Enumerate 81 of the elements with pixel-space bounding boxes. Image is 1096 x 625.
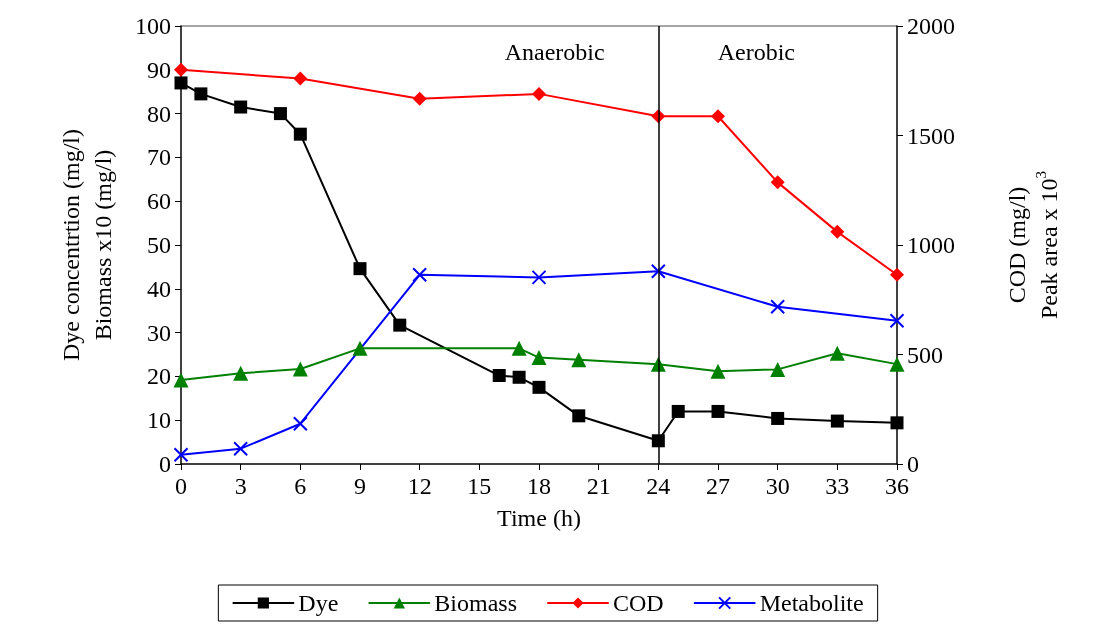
point (830, 414, 844, 428)
x-tick-label: 3 (234, 473, 247, 499)
point (233, 365, 249, 381)
point (352, 340, 368, 356)
point (174, 76, 188, 90)
x-tick-label: 18 (527, 473, 551, 499)
point (531, 269, 547, 285)
y2-tick-label: 0 (907, 451, 919, 477)
y-tick-label: 30 (147, 319, 171, 346)
y2-tick-label: 500 (907, 341, 943, 368)
point (293, 127, 307, 141)
point (829, 345, 845, 361)
point (293, 71, 308, 86)
point (711, 109, 725, 124)
point (412, 267, 428, 283)
annotation: Anaerobic (504, 39, 605, 65)
legend-label: Biomass (434, 590, 518, 616)
y-tick-label: 0 (159, 451, 171, 477)
point (830, 224, 845, 239)
point (353, 262, 367, 276)
x-tick-label: 24 (646, 473, 671, 499)
point (412, 91, 427, 106)
x-tick-label: 36 (885, 473, 909, 499)
point (889, 356, 905, 372)
point (292, 416, 308, 432)
point (770, 175, 785, 190)
point (194, 87, 208, 101)
y-tick-label: 40 (147, 275, 171, 302)
point (532, 380, 546, 394)
y2-axis-title: COD (mg/l) Peak area x 103 (1004, 170, 1062, 320)
point (532, 86, 546, 101)
x-tick-label: 33 (825, 473, 850, 499)
y-tick-label: 50 (147, 232, 171, 258)
y2-tick-label: 1500 (907, 122, 955, 149)
point (711, 404, 725, 418)
point (512, 370, 526, 384)
point (531, 350, 547, 366)
x-tick-label: 30 (765, 473, 790, 499)
point (572, 409, 586, 423)
point (173, 447, 189, 463)
y-tick-label: 90 (147, 56, 171, 83)
point (571, 352, 587, 368)
x-tick-label: 12 (407, 473, 432, 499)
y-tick-label: 80 (147, 100, 171, 127)
point (393, 318, 407, 332)
y-tick-label: 10 (147, 407, 171, 434)
x-tick-label: 9 (354, 473, 366, 499)
point (889, 313, 905, 329)
y-tick-label: 100 (135, 13, 171, 39)
y-axis-title: Dye concentrtion (mg/l) Biomass x10 (mg/l) (58, 129, 116, 361)
annotation: Aerobic (717, 39, 795, 65)
point (511, 340, 527, 356)
point (173, 372, 189, 388)
x-axis-title: Time (h) (497, 505, 581, 531)
y-tick-label: 70 (147, 144, 171, 171)
point (292, 361, 308, 377)
x-tick-label: 6 (294, 473, 307, 499)
legend-label: Dye (298, 590, 339, 616)
y-tick-label: 20 (147, 363, 171, 390)
point (890, 416, 904, 430)
x-tick-label: 21 (586, 473, 611, 499)
point (174, 62, 188, 77)
point (770, 299, 786, 315)
point (890, 267, 904, 282)
x-tick-label: 27 (706, 473, 730, 499)
point (233, 441, 249, 457)
x-tick-label: 0 (175, 473, 187, 499)
point (650, 263, 666, 279)
point (492, 369, 506, 383)
legend-label: COD (613, 590, 664, 616)
point (771, 411, 785, 425)
point (234, 100, 248, 114)
y2-tick-label: 2000 (907, 13, 955, 39)
y2-tick-label: 1000 (907, 232, 955, 258)
legend-label: Metabolite (759, 590, 864, 616)
point (770, 361, 786, 377)
point (710, 363, 726, 379)
x-tick-label: 15 (467, 473, 492, 499)
point (671, 404, 685, 418)
y-tick-label: 60 (147, 188, 171, 215)
point (273, 107, 287, 121)
